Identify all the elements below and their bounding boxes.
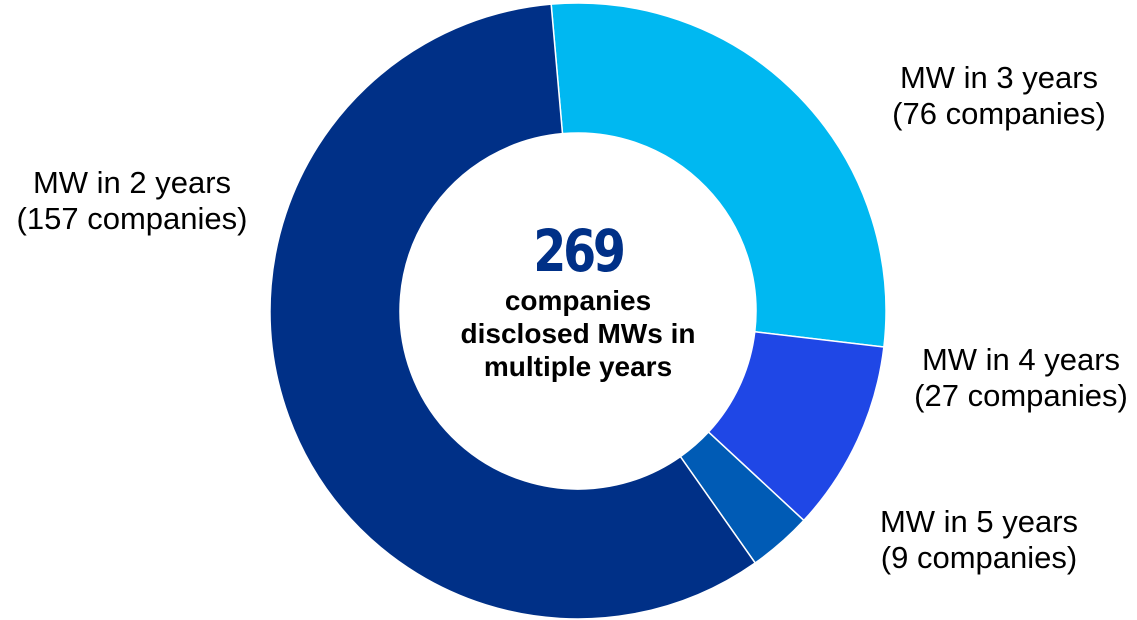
- label-mw-4-years-category: MW in 4 years: [921, 342, 1121, 377]
- label-mw-2-years: MW in 2 years (157 companies): [6, 165, 258, 237]
- total-companies-caption: companies disclosed MWs in multiple year…: [460, 285, 696, 382]
- slice-mw-2-years: [269, 3, 757, 620]
- label-mw-4-years-count: (27 companies): [914, 378, 1128, 413]
- label-mw-2-years-count: (157 companies): [16, 201, 248, 236]
- label-mw-2-years-category: MW in 2 years: [32, 165, 232, 200]
- label-mw-3-years-category: MW in 3 years: [899, 60, 1099, 95]
- label-mw-5-years: MW in 5 years (9 companies): [872, 504, 1086, 576]
- label-mw-5-years-count: (9 companies): [880, 540, 1078, 575]
- slice-mw-3-years: [550, 2, 887, 348]
- donut-center-summary: 269 companies disclosed MWs in multiple …: [400, 218, 756, 383]
- label-mw-4-years: MW in 4 years (27 companies): [908, 342, 1134, 414]
- label-mw-3-years-count: (76 companies): [892, 96, 1106, 131]
- label-mw-5-years-category: MW in 5 years: [879, 504, 1079, 539]
- donut-slices: [269, 2, 887, 620]
- label-mw-3-years: MW in 3 years (76 companies): [888, 60, 1110, 132]
- total-companies-value: 269: [533, 217, 626, 285]
